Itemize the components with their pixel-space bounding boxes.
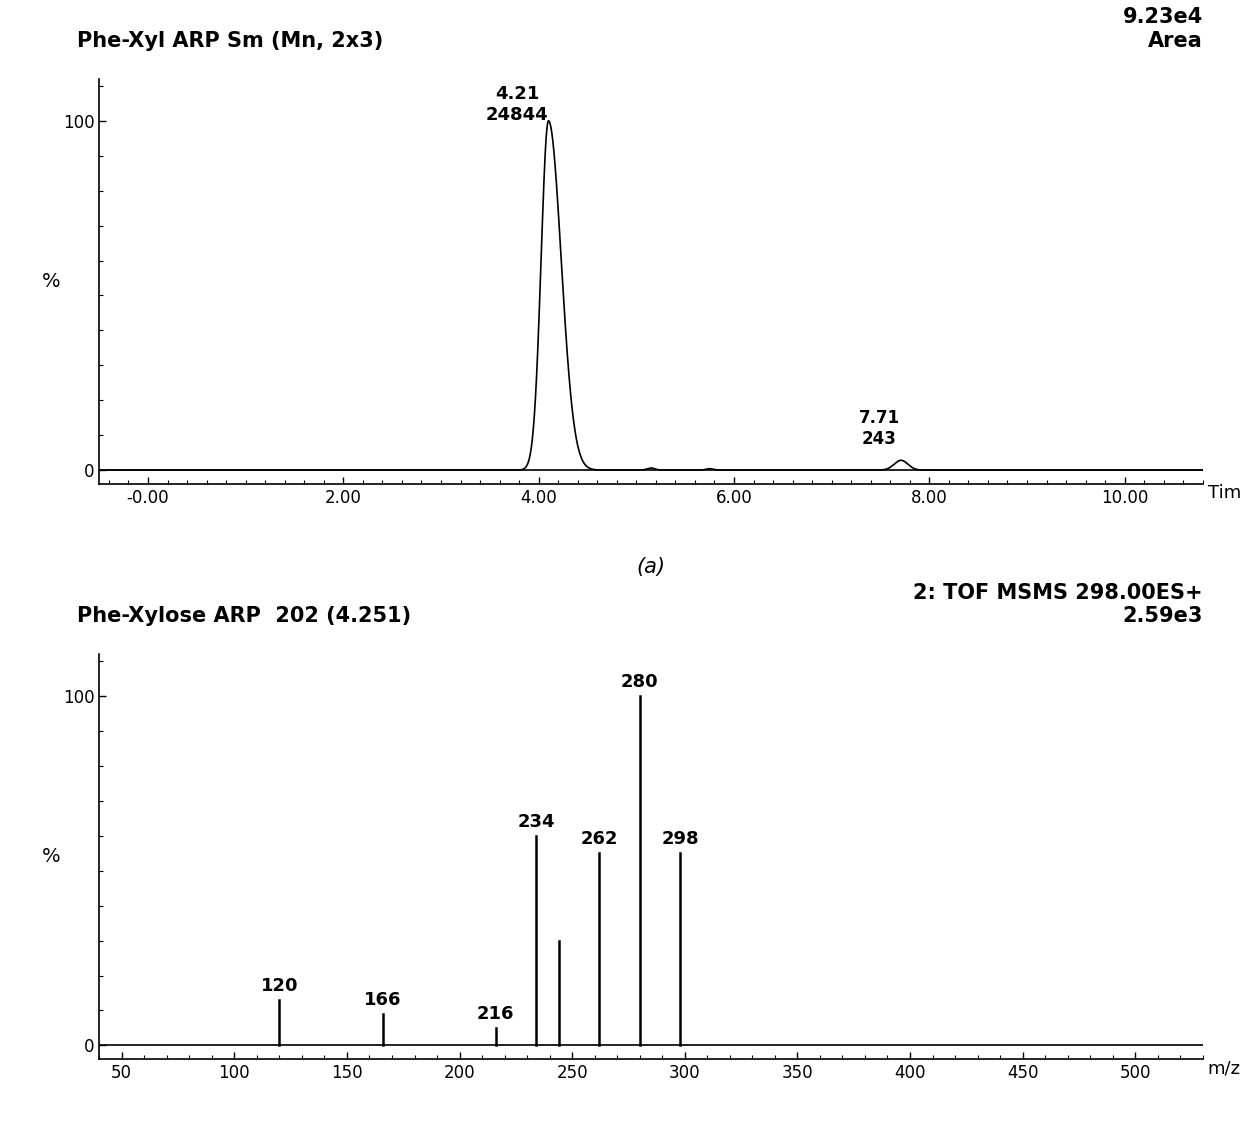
Text: (a): (a) [636,557,666,577]
Text: 4.21
24844: 4.21 24844 [486,86,548,124]
Text: 7.71
243: 7.71 243 [859,409,900,449]
Text: 216: 216 [477,1004,515,1022]
Text: Phe-Xyl ARP Sm (Mn, 2x3): Phe-Xyl ARP Sm (Mn, 2x3) [77,30,383,51]
Text: 262: 262 [580,831,618,849]
Text: 298: 298 [661,831,699,849]
Y-axis label: %: % [42,272,61,291]
Text: m/z: m/z [1208,1059,1240,1077]
Text: 234: 234 [517,813,554,831]
Text: Phe-Xylose ARP  202 (4.251): Phe-Xylose ARP 202 (4.251) [77,606,412,625]
Text: Time: Time [1208,485,1240,502]
Text: 120: 120 [260,977,298,995]
Text: 166: 166 [365,991,402,1009]
Text: 2: TOF MSMS ES+
TIC
9.23e4
Area: 2: TOF MSMS ES+ TIC 9.23e4 Area [993,0,1203,51]
Y-axis label: %: % [42,848,61,867]
Text: 280: 280 [621,673,658,691]
Text: 2: TOF MSMS 298.00ES+
2.59e3: 2: TOF MSMS 298.00ES+ 2.59e3 [913,583,1203,625]
